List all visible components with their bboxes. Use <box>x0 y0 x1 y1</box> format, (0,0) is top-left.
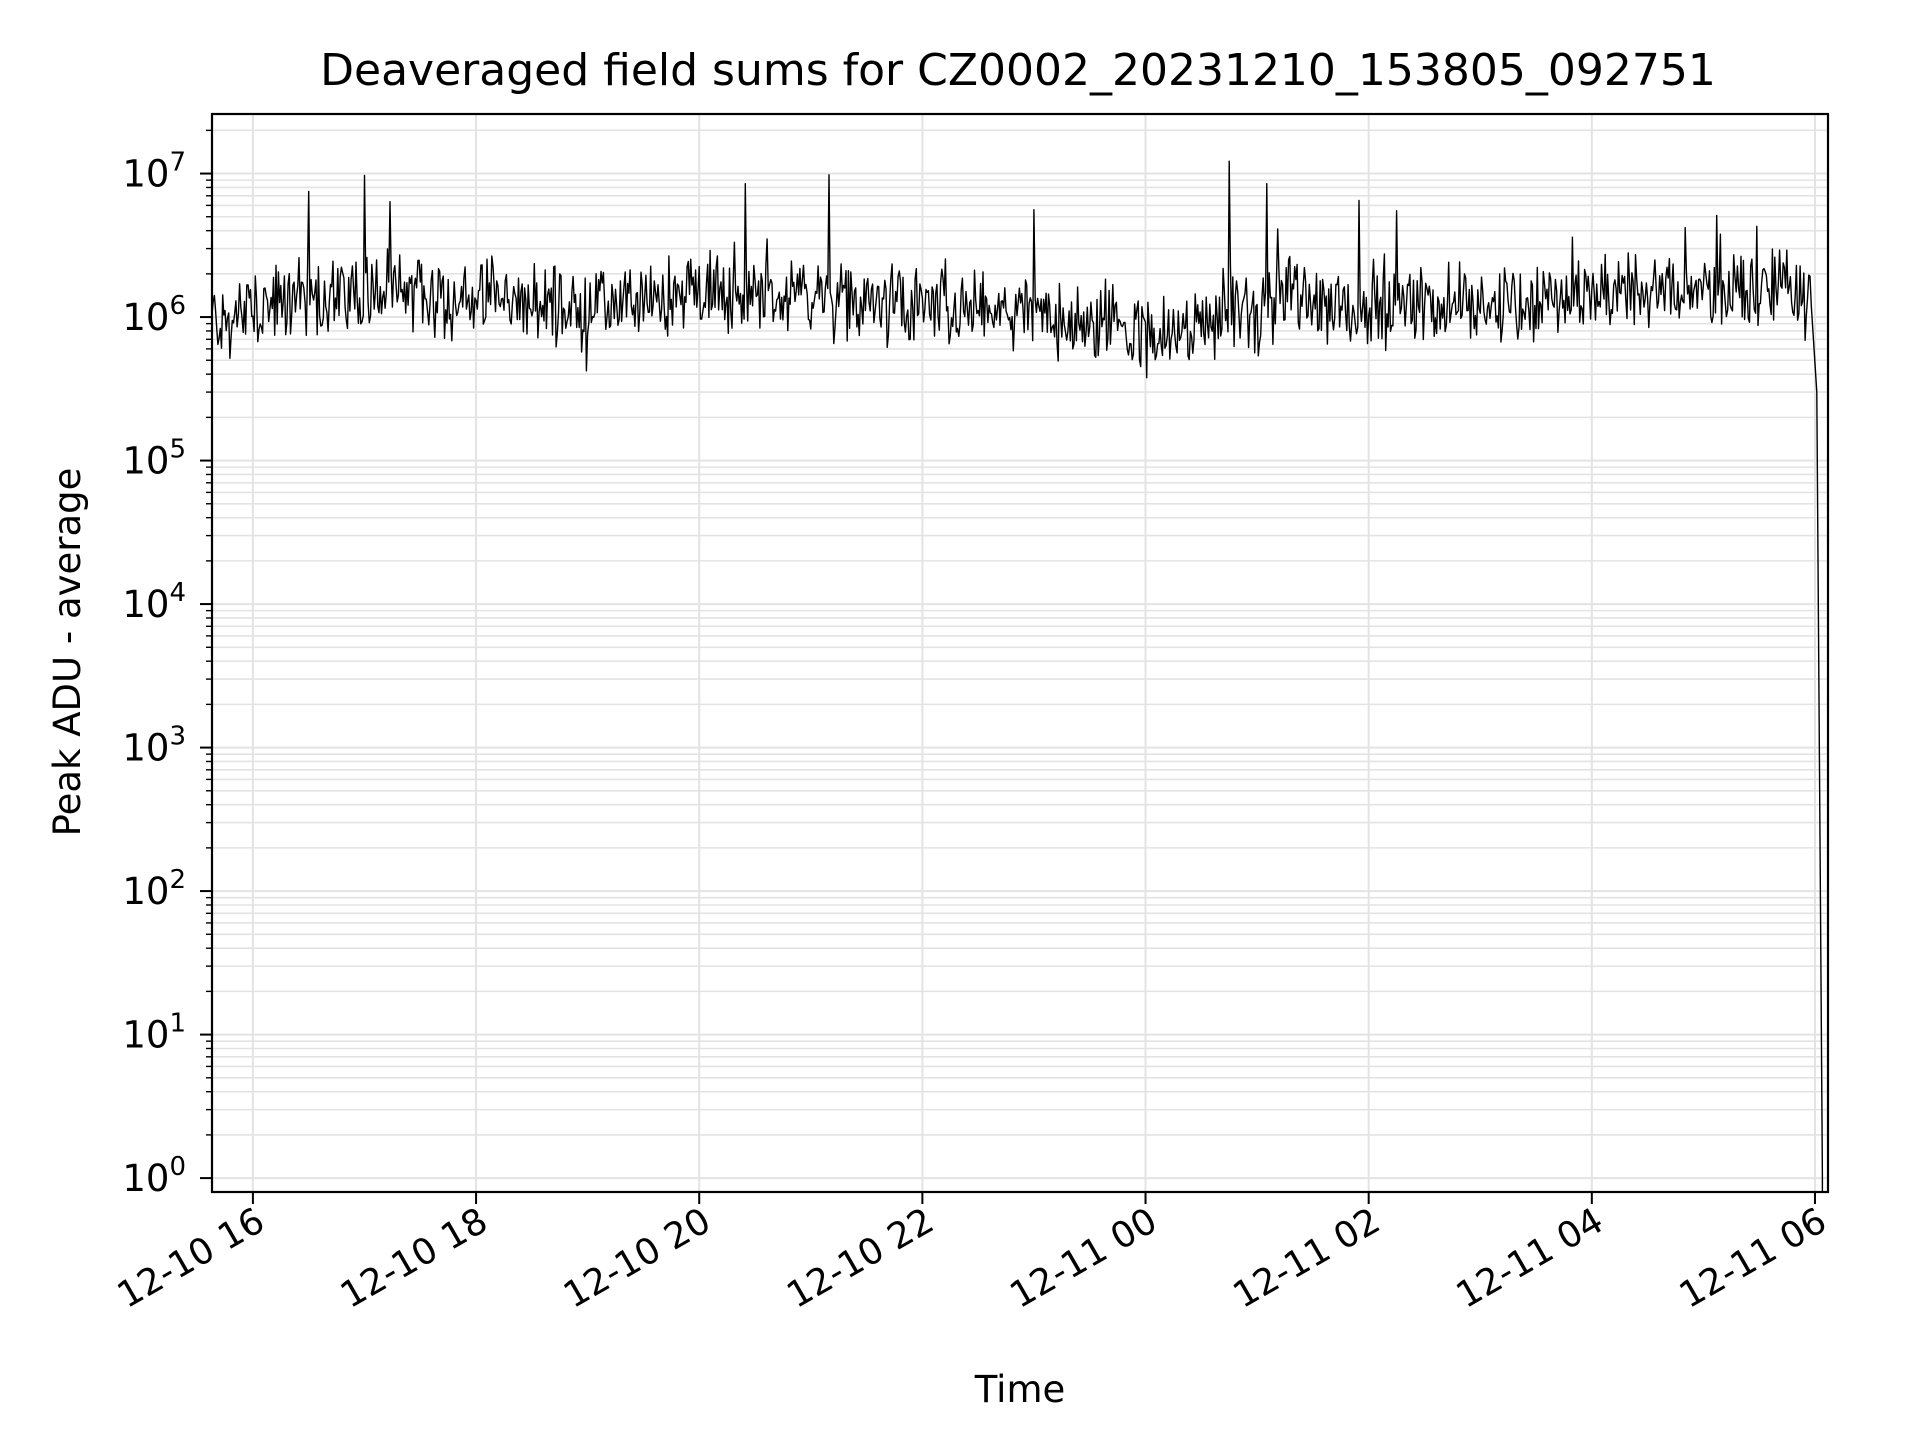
y-tick-label: 107 <box>122 148 186 196</box>
y-tick-label: 104 <box>122 578 186 626</box>
y-tick-label: 100 <box>122 1152 186 1200</box>
chart-title: Deaveraged field sums for CZ0002_2023121… <box>320 45 1716 96</box>
y-axis: 100 101 102 103 104 105 106 107 <box>122 129 212 1200</box>
series-line <box>211 160 1824 1192</box>
x-axis-label: Time <box>974 1368 1066 1411</box>
y-axis-label: Peak ADU - average <box>46 468 89 837</box>
plot-area <box>211 160 1824 1192</box>
y-tick-label: 105 <box>122 435 186 483</box>
plot-frame <box>210 112 1830 1194</box>
y-tick-label: 102 <box>122 865 186 913</box>
y-tick-label: 101 <box>122 1009 186 1057</box>
y-tick-label: 106 <box>122 291 186 339</box>
y-tick-label: 103 <box>122 722 186 770</box>
grid <box>212 114 1828 1192</box>
